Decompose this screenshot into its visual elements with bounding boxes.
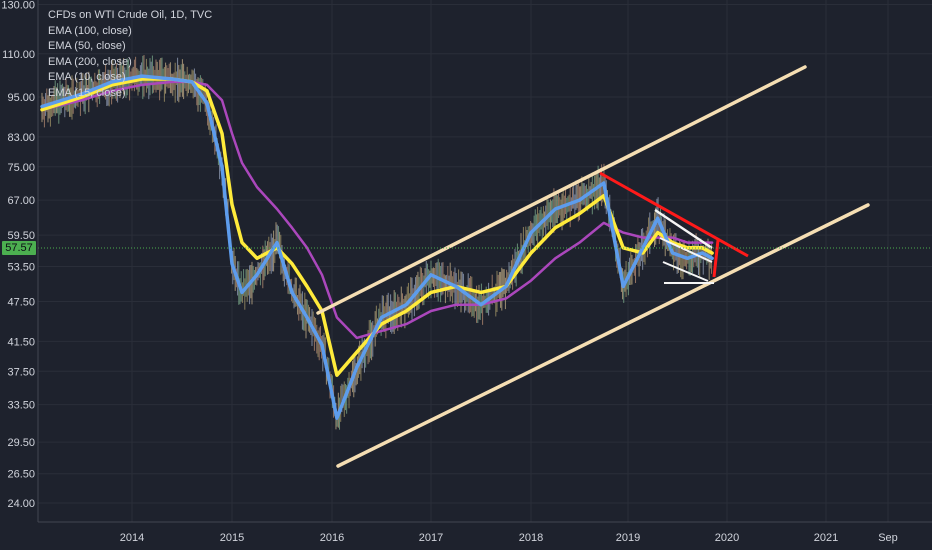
y-tick-label: 33.50 bbox=[7, 400, 35, 412]
y-tick-label: 67.00 bbox=[7, 195, 35, 207]
y-tick-label: 59.50 bbox=[7, 230, 35, 242]
y-tick-label: 95.00 bbox=[7, 92, 35, 104]
x-tick-label: 2014 bbox=[120, 532, 144, 544]
y-tick-label: 29.50 bbox=[7, 437, 35, 449]
y-tick-label: 130.00 bbox=[1, 0, 35, 12]
chart-legend: CFDs on WTI Crude Oil, 1D, TVC EMA (100,… bbox=[48, 8, 212, 101]
legend-ema-50[interactable]: EMA (50, close) bbox=[48, 40, 126, 52]
x-tick-label: 2016 bbox=[320, 532, 344, 544]
ema-line-50[interactable] bbox=[40, 77, 714, 377]
ema-line-10[interactable] bbox=[40, 74, 714, 420]
legend-ema-100[interactable]: EMA (100, close) bbox=[48, 24, 132, 37]
y-tick-label: 110.00 bbox=[2, 49, 35, 61]
x-tick-label: Sep bbox=[878, 532, 898, 544]
price-axis[interactable]: 130.00 110.00 95.00 83.00 75.00 67.00 59.50 53.… bbox=[1, 0, 39, 522]
legend-ema-200[interactable]: EMA (200, close) bbox=[48, 55, 132, 68]
y-tick-label: 83.00 bbox=[7, 132, 35, 144]
legend-ema-15[interactable]: EMA (15, close) bbox=[48, 86, 126, 99]
legend-ema-10[interactable]: EMA (10, close) bbox=[48, 71, 126, 83]
wedge-mid-line[interactable] bbox=[659, 237, 713, 263]
channel-upper-line[interactable] bbox=[316, 65, 807, 315]
wedge-lower-line[interactable] bbox=[662, 261, 709, 282]
x-tick-label: 2021 bbox=[814, 532, 838, 544]
red-trend-line[interactable] bbox=[599, 171, 749, 258]
x-tick-label: 2018 bbox=[519, 532, 543, 544]
time-axis[interactable]: 2014 2015 2016 2017 2018 2019 2020 2021 Sep bbox=[38, 521, 932, 544]
grid-lines bbox=[38, 0, 932, 522]
ema-series bbox=[40, 74, 714, 420]
current-price-label: 57.57 bbox=[2, 241, 36, 255]
y-tick-label: 24.00 bbox=[7, 498, 35, 510]
y-tick-label: 37.50 bbox=[7, 366, 35, 378]
wedge-upper-line[interactable] bbox=[654, 208, 713, 250]
y-tick-label: 47.50 bbox=[7, 297, 35, 309]
y-tick-label: 41.50 bbox=[7, 336, 35, 348]
x-tick-label: 2019 bbox=[616, 532, 640, 544]
y-tick-label: 26.50 bbox=[7, 469, 35, 481]
y-tick-label: 53.50 bbox=[7, 261, 35, 273]
ema-line-200[interactable] bbox=[40, 80, 714, 340]
y-tick-label: 75.00 bbox=[7, 162, 35, 174]
red-vertical-marker[interactable] bbox=[712, 239, 720, 278]
x-tick-label: 2015 bbox=[220, 532, 244, 544]
x-tick-label: 2017 bbox=[419, 532, 443, 544]
x-tick-label: 2020 bbox=[715, 532, 739, 544]
legend-title[interactable]: CFDs on WTI Crude Oil, 1D, TVC bbox=[48, 9, 213, 21]
